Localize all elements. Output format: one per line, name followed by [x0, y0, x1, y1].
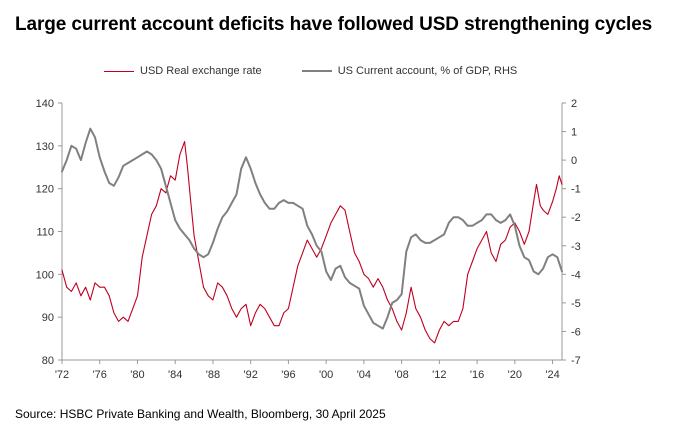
y-right-tick-label: -5	[571, 298, 581, 310]
x-tick-label: '72	[55, 369, 69, 381]
axes-layer: 80 90 100 110 120 130 140 -7 -6 -5 -4 -3 -2 -1 0 1 2 '72 '…	[36, 98, 581, 381]
legend-swatch-red	[104, 70, 134, 72]
x-tick-label: '24	[545, 369, 559, 381]
series-line-real-exchange-rate	[61, 141, 563, 344]
y-right-tick-label: -1	[571, 184, 581, 196]
y-right-tick-label: 0	[571, 155, 577, 167]
x-tick-label: '84	[168, 369, 182, 381]
y-left-tick-label: 100	[36, 269, 54, 281]
y-left-tick-label: 130	[36, 141, 54, 153]
y-left-tick-label: 110	[36, 227, 54, 239]
y-right-tick-label: -2	[571, 212, 581, 224]
legend-item-real-exchange-rate: USD Real exchange rate	[104, 65, 262, 77]
x-tick-label: '76	[93, 369, 107, 381]
y-left-tick-label: 120	[36, 184, 54, 196]
series-layer	[61, 127, 563, 344]
legend: USD Real exchange rate US Current accoun…	[104, 65, 557, 77]
legend-label-current-account: US Current account, % of GDP, RHS	[337, 65, 518, 77]
x-tick-label: '08	[394, 369, 408, 381]
legend-swatch-grey	[301, 70, 332, 72]
y-right-tick-label: 2	[571, 98, 577, 110]
y-right-tick-label: -7	[571, 355, 581, 367]
y-right-tick-label: -6	[571, 326, 581, 338]
x-tick-label: '12	[432, 369, 446, 381]
chart-title: Large current account deficits have foll…	[15, 14, 653, 35]
x-tick-label: '16	[470, 369, 484, 381]
legend-item-current-account: US Current account, % of GDP, RHS	[301, 65, 518, 77]
x-tick-label: '04	[357, 369, 371, 381]
y-right-tick-label: 1	[571, 127, 577, 139]
y-right-tick-label: -4	[571, 269, 581, 281]
y-left-tick-label: 140	[36, 98, 54, 110]
series-line-current-account	[61, 127, 563, 330]
x-tick-label: '96	[281, 369, 295, 381]
x-tick-label: '88	[206, 369, 220, 381]
x-tick-label: '80	[130, 369, 144, 381]
y-left-tick-label: 80	[42, 355, 54, 367]
y-right-tick-label: -3	[571, 241, 581, 253]
y-left-tick-label: 90	[42, 312, 54, 324]
x-tick-label: '20	[508, 369, 522, 381]
source-note: Source: HSBC Private Banking and Wealth,…	[15, 407, 386, 421]
x-tick-label: '92	[244, 369, 258, 381]
x-tick-label: '00	[319, 369, 333, 381]
legend-label-real-exchange-rate: USD Real exchange rate	[140, 65, 262, 77]
